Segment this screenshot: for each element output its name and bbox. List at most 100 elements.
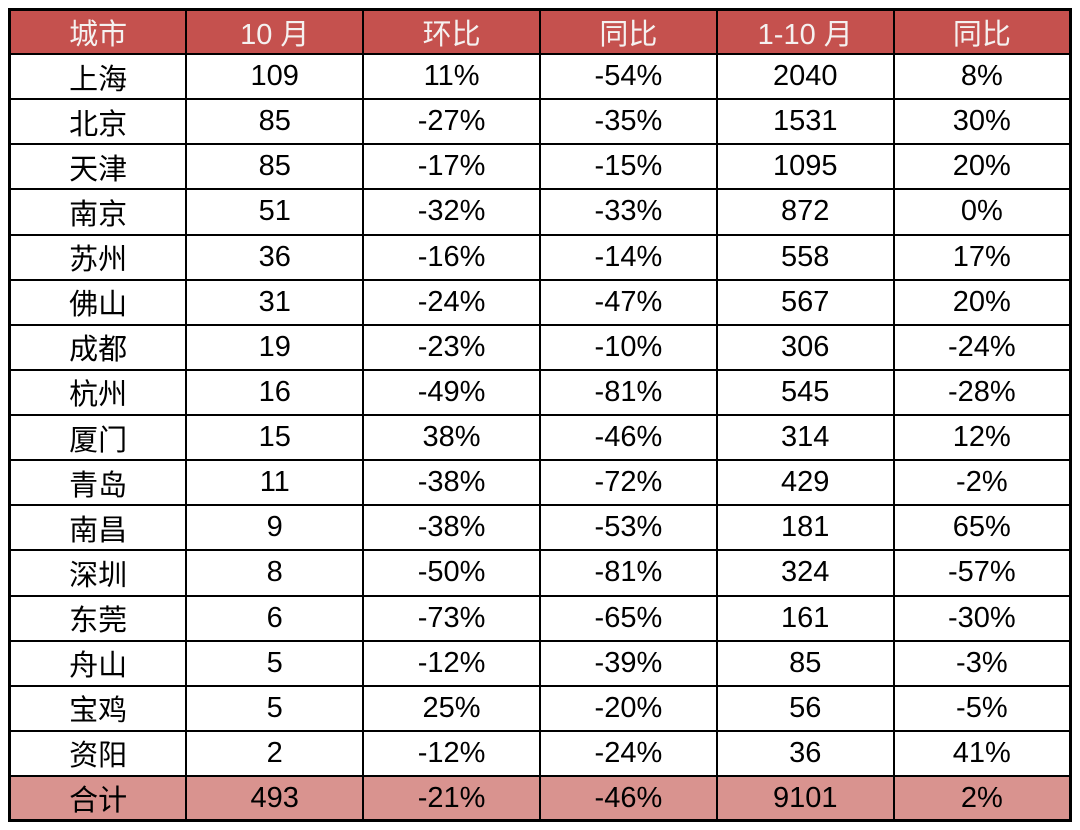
table-row: 天津 85 -17% -15% 1095 20% [8,143,1072,191]
table-body: 上海 109 11% -54% 2040 8% 北京 85 -27% -35% 1531 30% 天津 8… [8,52,1072,778]
table-row: 资阳 2 -12% -24% 36 41% [8,729,1072,778]
totals-value-cell: -21% [362,775,541,822]
value-cell: -10% [538,323,718,371]
city-cell: 深圳 [8,549,188,597]
value-cell: -15% [538,143,718,191]
value-cell: -23% [362,323,541,371]
value-cell: 16 [185,368,365,417]
value-cell: -27% [362,98,541,146]
value-cell: -49% [362,368,541,417]
value-cell: 9 [185,504,365,552]
table-header: 城市 10 月 环比 同比 1-10 月 同比 [8,8,1072,55]
city-cell: 佛山 [8,278,188,326]
value-cell: 85 [185,98,365,146]
city-cell: 上海 [8,52,188,101]
table-row: 深圳 8 -50% -81% 324 -57% [8,549,1072,597]
value-cell: 56 [715,684,895,732]
value-cell: -47% [538,278,718,326]
value-cell: 872 [715,188,895,236]
city-cell: 南京 [8,188,188,236]
value-cell: -65% [538,594,718,642]
city-cell: 舟山 [8,639,188,687]
value-cell: 20% [892,278,1072,326]
value-cell: 36 [715,729,895,778]
value-cell: -38% [362,459,541,507]
value-cell: 25% [362,684,541,732]
table-row: 上海 109 11% -54% 2040 8% [8,52,1072,101]
value-cell: 85 [715,639,895,687]
totals-row: 合计 493 -21% -46% 9101 2% [8,775,1072,822]
city-cell: 青岛 [8,459,188,507]
city-cell: 北京 [8,98,188,146]
column-header-jan-oct: 1-10 月 [715,8,895,55]
value-cell: -14% [538,233,718,281]
value-cell: -46% [538,413,718,462]
value-cell: 17% [892,233,1072,281]
value-cell: 36 [185,233,365,281]
value-cell: -38% [362,504,541,552]
value-cell: 38% [362,413,541,462]
totals-value-cell: 9101 [715,775,895,822]
value-cell: -12% [362,729,541,778]
value-cell: 161 [715,594,895,642]
column-header-yoy-cumulative: 同比 [892,8,1072,55]
table-row: 青岛 11 -38% -72% 429 -2% [8,459,1072,507]
city-stats-table-container: 城市 10 月 环比 同比 1-10 月 同比 上海 109 11% -54% 2040… [8,8,1072,822]
value-cell: -57% [892,549,1072,597]
value-cell: -3% [892,639,1072,687]
value-cell: -33% [538,188,718,236]
value-cell: -32% [362,188,541,236]
value-cell: -20% [538,684,718,732]
value-cell: -24% [362,278,541,326]
value-cell: 30% [892,98,1072,146]
column-header-october: 10 月 [185,8,365,55]
value-cell: 567 [715,278,895,326]
value-cell: 109 [185,52,365,101]
value-cell: 2040 [715,52,895,101]
value-cell: 1095 [715,143,895,191]
table-row: 杭州 16 -49% -81% 545 -28% [8,368,1072,417]
value-cell: -81% [538,549,718,597]
value-cell: 85 [185,143,365,191]
value-cell: -5% [892,684,1072,732]
value-cell: 11 [185,459,365,507]
city-stats-table: 城市 10 月 环比 同比 1-10 月 同比 上海 109 11% -54% 2040… [8,8,1072,822]
value-cell: -24% [538,729,718,778]
city-cell: 宝鸡 [8,684,188,732]
table-row: 舟山 5 -12% -39% 85 -3% [8,639,1072,687]
value-cell: 314 [715,413,895,462]
value-cell: 6 [185,594,365,642]
value-cell: 11% [362,52,541,101]
table-footer: 合计 493 -21% -46% 9101 2% [8,775,1072,822]
value-cell: 65% [892,504,1072,552]
column-header-yoy: 同比 [538,8,718,55]
city-cell: 厦门 [8,413,188,462]
value-cell: 306 [715,323,895,371]
city-cell: 南昌 [8,504,188,552]
value-cell: -72% [538,459,718,507]
city-cell: 天津 [8,143,188,191]
value-cell: 558 [715,233,895,281]
value-cell: -2% [892,459,1072,507]
table-row: 东莞 6 -73% -65% 161 -30% [8,594,1072,642]
totals-value-cell: -46% [538,775,718,822]
value-cell: -39% [538,639,718,687]
city-cell: 成都 [8,323,188,371]
value-cell: -81% [538,368,718,417]
value-cell: 41% [892,729,1072,778]
value-cell: 8% [892,52,1072,101]
value-cell: 19 [185,323,365,371]
totals-value-cell: 493 [185,775,365,822]
value-cell: 545 [715,368,895,417]
value-cell: -53% [538,504,718,552]
table-row: 南昌 9 -38% -53% 181 65% [8,504,1072,552]
value-cell: 20% [892,143,1072,191]
table-row: 北京 85 -27% -35% 1531 30% [8,98,1072,146]
value-cell: -35% [538,98,718,146]
value-cell: -16% [362,233,541,281]
table-row: 佛山 31 -24% -47% 567 20% [8,278,1072,326]
value-cell: 31 [185,278,365,326]
column-header-city: 城市 [8,8,188,55]
value-cell: 2 [185,729,365,778]
value-cell: 181 [715,504,895,552]
